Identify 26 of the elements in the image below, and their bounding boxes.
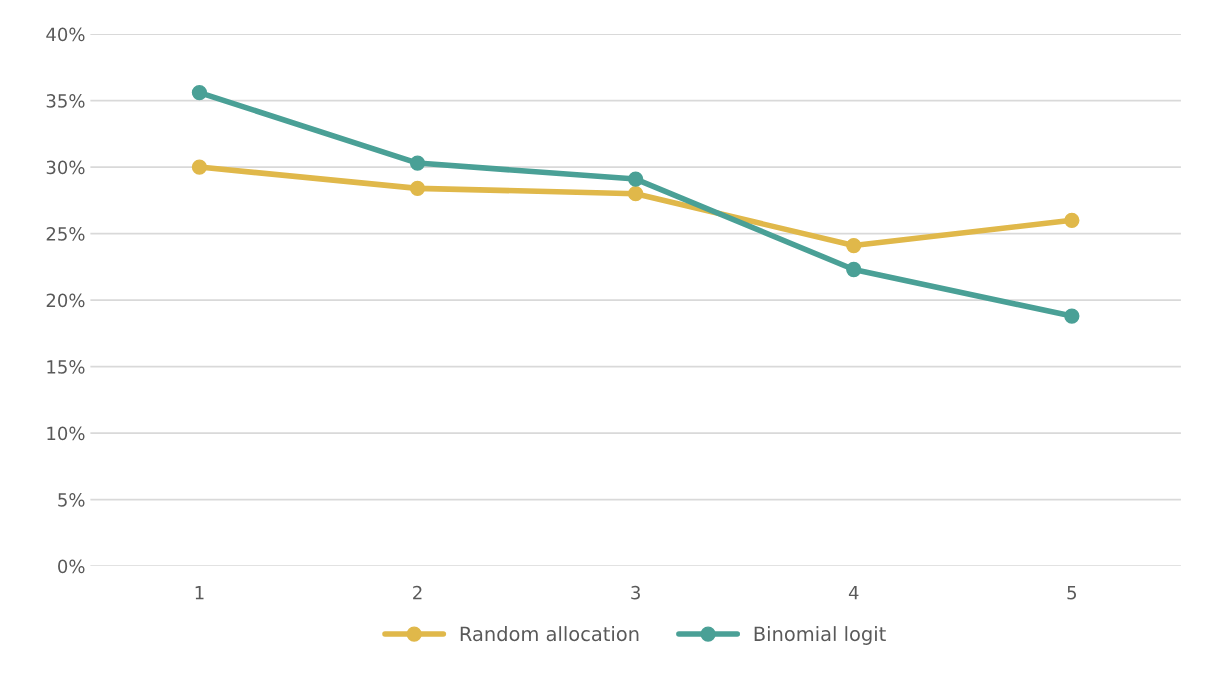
y-tick-label: 25%	[46, 227, 85, 241]
point	[1064, 212, 1080, 228]
legend-label: Random allocation	[460, 626, 639, 642]
legend-label: Binomial logit	[754, 626, 886, 645]
y-tick-label: 5%	[58, 493, 85, 507]
y-tick-label: 30%	[46, 160, 85, 175]
x-tick-label: 5	[1067, 586, 1077, 600]
point	[191, 159, 208, 175]
point	[191, 84, 208, 101]
y-tick-label: 0%	[58, 559, 85, 574]
y-tick-label: 40%	[46, 27, 85, 42]
x-tick-label: 1	[195, 586, 204, 600]
point	[846, 237, 862, 254]
x-tick-label: 2	[413, 585, 422, 600]
point	[1064, 308, 1080, 324]
x-tick-label: 3	[631, 585, 640, 600]
point	[846, 261, 862, 278]
y-tick-label: 15%	[47, 360, 85, 374]
point	[409, 155, 426, 171]
point	[627, 186, 644, 202]
y-tick-label: 20%	[46, 293, 85, 308]
point	[627, 171, 644, 187]
y-tick-label: 35%	[46, 94, 85, 108]
x-tick-label: 4	[848, 586, 859, 600]
y-tick-label: 10%	[47, 426, 85, 441]
point	[409, 180, 426, 197]
